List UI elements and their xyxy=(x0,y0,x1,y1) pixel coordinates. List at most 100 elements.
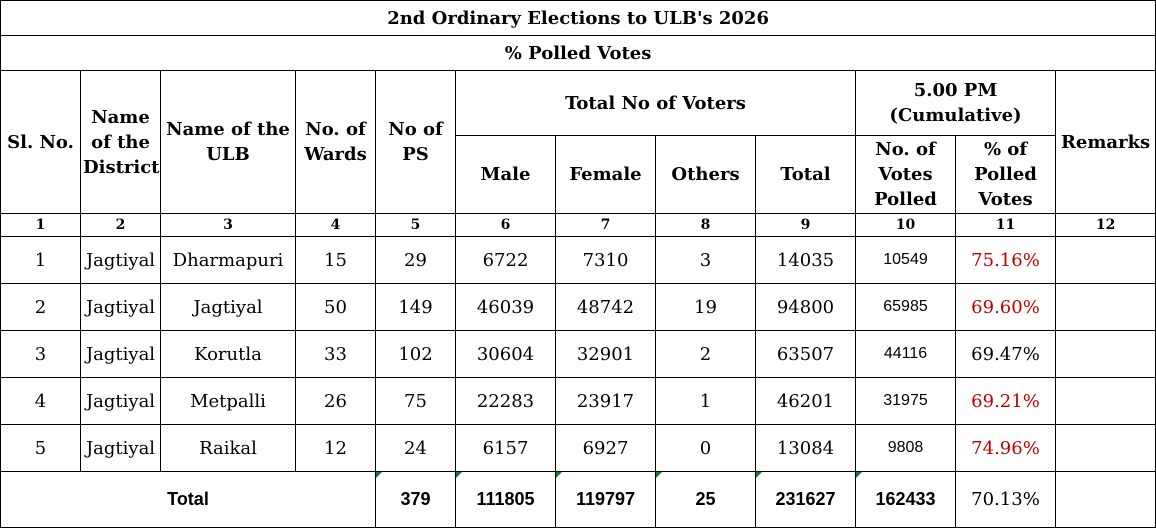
cell-ulb: Jagtiyal xyxy=(160,283,296,331)
header-female: Female xyxy=(555,135,656,214)
cell-male: 22283 xyxy=(455,377,556,425)
total-voters: 231627 xyxy=(755,471,856,528)
cell-votes-polled: 65985 xyxy=(855,283,956,331)
column-number: 7 xyxy=(555,213,656,237)
column-number: 10 xyxy=(855,213,956,237)
cell-female: 23917 xyxy=(555,377,656,425)
cell-male: 6157 xyxy=(455,424,556,472)
cell-female: 48742 xyxy=(555,283,656,331)
cell-female: 6927 xyxy=(555,424,656,472)
total-row: Total 379 111805 119797 25 231627 162433… xyxy=(0,471,1156,528)
cell-total: 94800 xyxy=(755,283,856,331)
total-ps: 379 xyxy=(375,471,456,528)
table-row: 1 Jagtiyal Dharmapuri 15 29 6722 7310 3 … xyxy=(0,236,1156,284)
cell-ulb: Raikal xyxy=(160,424,296,472)
header-ps: No of PS xyxy=(375,70,456,214)
cell-male: 30604 xyxy=(455,330,556,378)
header-district: Name of the District xyxy=(80,70,161,214)
cell-ulb: Dharmapuri xyxy=(160,236,296,284)
cell-district: Jagtiyal xyxy=(80,424,161,472)
cell-male: 6722 xyxy=(455,236,556,284)
header-wards: No. of Wards xyxy=(295,70,376,214)
cell-pct-polled: 75.16% xyxy=(955,236,1056,284)
cell-wards: 12 xyxy=(295,424,376,472)
cell-female: 7310 xyxy=(555,236,656,284)
cell-others: 1 xyxy=(655,377,756,425)
cell-total: 63507 xyxy=(755,330,856,378)
cell-wards: 50 xyxy=(295,283,376,331)
cell-total: 14035 xyxy=(755,236,856,284)
cell-votes-polled: 44116 xyxy=(855,330,956,378)
header-total-voters: Total No of Voters xyxy=(455,70,856,136)
column-number: 9 xyxy=(755,213,856,237)
column-number: 11 xyxy=(955,213,1056,237)
cell-total: 13084 xyxy=(755,424,856,472)
cell-female: 32901 xyxy=(555,330,656,378)
cell-ps: 29 xyxy=(375,236,456,284)
cell-district: Jagtiyal xyxy=(80,330,161,378)
cell-district: Jagtiyal xyxy=(80,236,161,284)
column-number: 1 xyxy=(0,213,81,237)
total-remarks xyxy=(1054,471,1156,528)
total-female: 119797 xyxy=(555,471,656,528)
column-number: 12 xyxy=(1054,213,1156,237)
cell-district: Jagtiyal xyxy=(80,283,161,331)
header-others: Others xyxy=(655,135,756,214)
cell-remarks xyxy=(1054,424,1156,472)
column-number: 5 xyxy=(375,213,456,237)
cell-district: Jagtiyal xyxy=(80,377,161,425)
table-row: 3 Jagtiyal Korutla 33 102 30604 32901 2 … xyxy=(0,330,1156,378)
cell-others: 3 xyxy=(655,236,756,284)
header-total: Total xyxy=(755,135,856,214)
cell-ulb: Metpalli xyxy=(160,377,296,425)
cell-ulb: Korutla xyxy=(160,330,296,378)
header-time-group: 5.00 PM (Cumulative) xyxy=(855,70,1056,136)
cell-ps: 75 xyxy=(375,377,456,425)
table-row: 5 Jagtiyal Raikal 12 24 6157 6927 0 1308… xyxy=(0,424,1156,472)
cell-ps: 24 xyxy=(375,424,456,472)
cell-pct-polled: 69.47% xyxy=(955,330,1056,378)
cell-pct-polled: 69.60% xyxy=(955,283,1056,331)
cell-remarks xyxy=(1054,283,1156,331)
cell-others: 2 xyxy=(655,330,756,378)
cell-votes-polled: 9808 xyxy=(855,424,956,472)
header-pct-polled: % of Polled Votes xyxy=(955,135,1056,214)
header-male: Male xyxy=(455,135,556,214)
cell-sl: 1 xyxy=(0,236,81,284)
table-row: 4 Jagtiyal Metpalli 26 75 22283 23917 1 … xyxy=(0,377,1156,425)
header-sl-no: Sl. No. xyxy=(0,70,81,214)
cell-sl: 4 xyxy=(0,377,81,425)
column-number: 3 xyxy=(160,213,296,237)
cell-wards: 33 xyxy=(295,330,376,378)
cell-pct-polled: 74.96% xyxy=(955,424,1056,472)
total-label: Total xyxy=(0,471,376,528)
total-pct-polled: 70.13% xyxy=(955,471,1056,528)
table-row: 2 Jagtiyal Jagtiyal 50 149 46039 48742 1… xyxy=(0,283,1156,331)
total-others: 25 xyxy=(655,471,756,528)
column-number: 8 xyxy=(655,213,756,237)
cell-sl: 3 xyxy=(0,330,81,378)
column-number: 4 xyxy=(295,213,376,237)
header-remarks: Remarks xyxy=(1054,70,1156,214)
cell-sl: 2 xyxy=(0,283,81,331)
cell-sl: 5 xyxy=(0,424,81,472)
cell-total: 46201 xyxy=(755,377,856,425)
header-votes-polled: No. of Votes Polled xyxy=(855,135,956,214)
cell-ps: 149 xyxy=(375,283,456,331)
cell-ps: 102 xyxy=(375,330,456,378)
column-number: 6 xyxy=(455,213,556,237)
sheet-title: 2nd Ordinary Elections to ULB's 2026 xyxy=(0,0,1156,36)
cell-votes-polled: 31975 xyxy=(855,377,956,425)
total-votes-polled: 162433 xyxy=(855,471,956,528)
cell-others: 0 xyxy=(655,424,756,472)
cell-others: 19 xyxy=(655,283,756,331)
cell-wards: 15 xyxy=(295,236,376,284)
sheet-subtitle: % Polled Votes xyxy=(0,35,1156,71)
total-male: 111805 xyxy=(455,471,556,528)
cell-votes-polled: 10549 xyxy=(855,236,956,284)
cell-remarks xyxy=(1054,236,1156,284)
header-ulb: Name of the ULB xyxy=(160,70,296,214)
cell-male: 46039 xyxy=(455,283,556,331)
cell-wards: 26 xyxy=(295,377,376,425)
